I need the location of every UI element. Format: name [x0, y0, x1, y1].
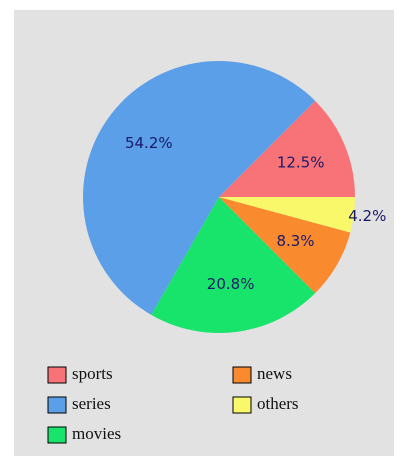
pie-slice [82, 60, 316, 315]
slice-label: 4.2% [348, 207, 386, 225]
legend-swatch [47, 426, 67, 444]
legend-swatch [232, 366, 252, 384]
slice-label: 54.2% [125, 134, 173, 152]
legend-label: series [72, 394, 111, 413]
pie-slice [219, 197, 355, 233]
legend-label: movies [72, 424, 121, 443]
slice-label: 12.5% [277, 154, 325, 172]
legend-label: sports [72, 364, 113, 383]
slice-label: 20.8% [207, 275, 255, 293]
slice-label: 8.3% [276, 232, 314, 250]
legend-swatch [232, 396, 252, 414]
legend-swatch [47, 366, 67, 384]
legend-swatch [47, 396, 67, 414]
pie-slice [151, 197, 316, 333]
legend-label: others [257, 394, 299, 413]
pie-slice [219, 100, 355, 197]
pie-slice [219, 197, 351, 294]
legend-label: news [257, 364, 292, 383]
